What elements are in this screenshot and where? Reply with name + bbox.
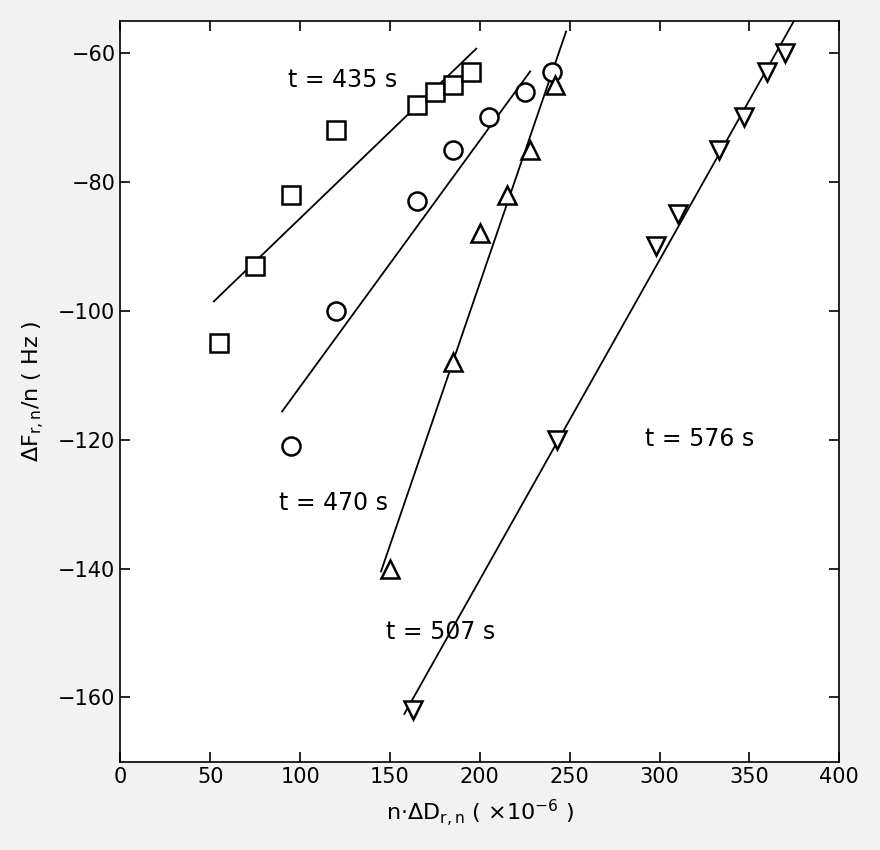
Text: t = 470 s: t = 470 s: [279, 491, 387, 515]
Y-axis label: $\Delta$F$_\mathregular{r,n}$/n ( Hz ): $\Delta$F$_\mathregular{r,n}$/n ( Hz ): [21, 320, 47, 462]
Text: t = 435 s: t = 435 s: [288, 68, 397, 92]
Text: t = 576 s: t = 576 s: [645, 427, 754, 450]
Text: t = 507 s: t = 507 s: [386, 620, 495, 644]
X-axis label: n·$\Delta$D$_\mathregular{r,n}$ ( $\times$10$^{-6}$ ): n·$\Delta$D$_\mathregular{r,n}$ ( $\time…: [385, 798, 574, 829]
